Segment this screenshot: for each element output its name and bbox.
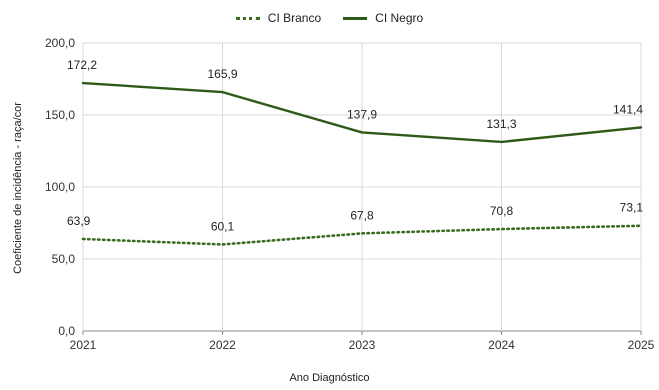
- y-tick-label: 200,0: [45, 36, 75, 50]
- data-label: 73,1: [620, 201, 644, 215]
- y-axis-label: Coeficiente de incidência - raça/cor: [12, 102, 24, 274]
- x-tick-label: 2023: [349, 338, 376, 352]
- series-line-ci-branco: [81, 224, 643, 246]
- data-label: 63,9: [67, 214, 91, 228]
- data-label: 165,9: [207, 67, 237, 81]
- x-tick-label: 2022: [209, 338, 236, 352]
- data-label: 60,1: [211, 219, 235, 233]
- y-tick-label: 100,0: [45, 180, 75, 194]
- y-tick-label: 150,0: [45, 108, 75, 122]
- data-label: 141,4: [613, 102, 643, 116]
- legend-item-ci-negro[interactable]: CI Negro: [343, 11, 423, 25]
- series-line-ci-negro: [81, 81, 643, 144]
- legend-label-ci-branco: CI Branco: [267, 11, 322, 25]
- data-label: 70,8: [490, 204, 514, 218]
- legend-label-ci-negro: CI Negro: [375, 11, 424, 25]
- x-axis-label: Ano Diagnóstico: [289, 372, 370, 384]
- legend-swatch-ci-negro: [343, 16, 368, 20]
- legend-swatch-ci-branco: [235, 16, 260, 20]
- data-label: 131,3: [486, 117, 516, 131]
- data-label: 67,8: [350, 208, 374, 222]
- y-tick-label: 50,0: [52, 252, 76, 266]
- data-label: 172,2: [67, 58, 97, 72]
- legend: CI Branco CI Negro: [0, 8, 659, 28]
- legend-item-ci-branco[interactable]: CI Branco: [235, 11, 322, 25]
- data-label: 137,9: [347, 107, 377, 121]
- x-tick-label: 2025: [628, 338, 655, 352]
- y-tick-label: 0,0: [58, 324, 75, 338]
- x-tick-label: 2021: [70, 338, 97, 352]
- x-tick-label: 2024: [488, 338, 515, 352]
